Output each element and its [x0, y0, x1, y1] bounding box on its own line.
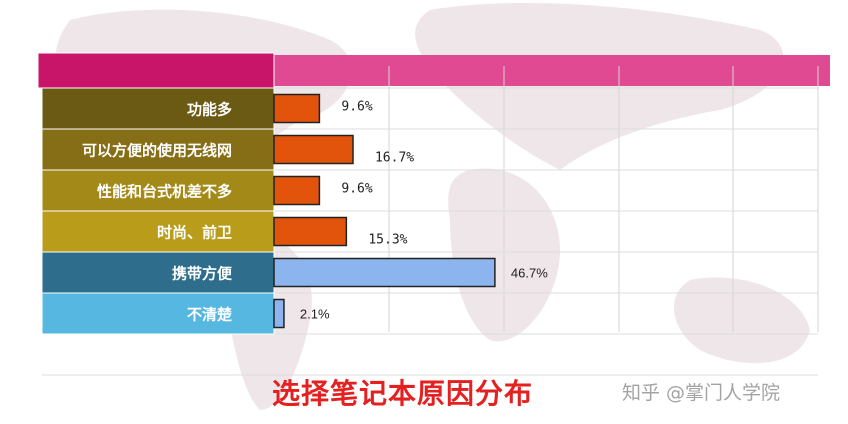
category-label-0: 功能多: [187, 101, 232, 119]
bar-5: [274, 300, 284, 328]
category-row-0: [42, 88, 274, 129]
category-label-1: 可以方便的使用无线网: [82, 142, 232, 160]
category-row-4: [42, 252, 274, 293]
category-label-3: 时尚、前卫: [157, 224, 232, 242]
bar-3: [274, 218, 346, 246]
bar-4: [274, 259, 495, 287]
data-label-1: 16.7%: [375, 151, 414, 166]
header-block: [38, 53, 274, 88]
source-watermark: 知乎 @掌门人学院: [622, 378, 780, 405]
category-label-4: 携带方便: [172, 265, 233, 283]
bar-1: [274, 136, 353, 164]
category-label-2: 性能和台式机差不多: [97, 183, 232, 201]
data-label-2: 9.6%: [341, 182, 372, 197]
category-row-5: [42, 293, 274, 334]
data-label-3: 15.3%: [368, 233, 407, 248]
data-label-5: 2.1%: [300, 307, 330, 322]
bar-2: [274, 177, 319, 205]
header-band: [274, 55, 830, 86]
data-label-4: 46.7%: [511, 266, 548, 281]
bar-0: [274, 95, 319, 123]
category-label-5: 不清楚: [187, 306, 233, 324]
chart-title: 选择笔记本原因分布: [272, 372, 533, 412]
data-label-0: 9.6%: [341, 100, 372, 115]
